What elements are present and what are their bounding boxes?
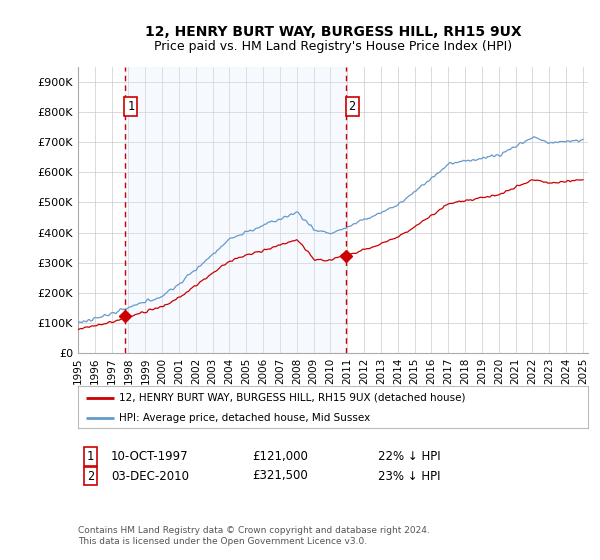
Text: 03-DEC-2010: 03-DEC-2010 [111,469,189,483]
Bar [125,67,346,353]
Text: 12, HENRY BURT WAY, BURGESS HILL, RH15 9UX (detached house): 12, HENRY BURT WAY, BURGESS HILL, RH15 9… [119,393,466,403]
Text: HPI: Average price, detached house, Mid Sussex: HPI: Average price, detached house, Mid … [119,413,370,423]
Text: Price paid vs. HM Land Registry's House Price Index (HPI): Price paid vs. HM Land Registry's House … [154,40,512,53]
Text: 2: 2 [349,100,356,113]
Text: £321,500: £321,500 [252,469,308,483]
Text: 12, HENRY BURT WAY, BURGESS HILL, RH15 9UX: 12, HENRY BURT WAY, BURGESS HILL, RH15 9… [145,25,521,39]
Text: 1: 1 [87,450,94,463]
Text: £121,000: £121,000 [252,450,308,463]
Text: 1: 1 [127,100,134,113]
Text: Contains HM Land Registry data © Crown copyright and database right 2024.
This d: Contains HM Land Registry data © Crown c… [78,526,430,546]
Text: 22% ↓ HPI: 22% ↓ HPI [378,450,440,463]
Text: 2: 2 [87,469,94,483]
Text: 10-OCT-1997: 10-OCT-1997 [111,450,188,463]
Text: 23% ↓ HPI: 23% ↓ HPI [378,469,440,483]
